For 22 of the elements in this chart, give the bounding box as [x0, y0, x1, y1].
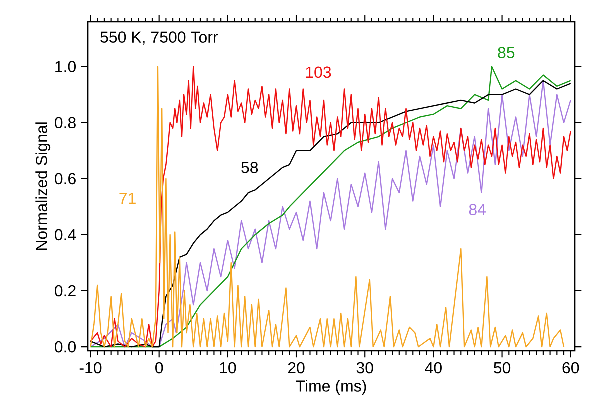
series-label: 58: [242, 162, 258, 174]
y-axis-title: Normalized Signal: [36, 122, 51, 250]
x-tick-label: 30: [356, 362, 374, 374]
y-tick-label: 0.8: [55, 117, 76, 129]
x-tick-label: 60: [562, 362, 580, 374]
x-tick-label: 40: [425, 362, 442, 374]
series-label: 103: [306, 66, 332, 78]
x-tick-label: -10: [80, 362, 102, 374]
series-label: 71: [120, 193, 136, 204]
x-tick-label: 0: [156, 362, 164, 374]
x-tick-label: 50: [494, 362, 511, 374]
x-tick-label: 10: [220, 362, 236, 374]
series-label: 84: [469, 204, 486, 216]
y-tick-label: 0.2: [55, 285, 76, 297]
y-tick-label: 1.0: [56, 61, 76, 72]
y-tick-label: 0.0: [55, 341, 76, 353]
y-tick-label: 0.6: [55, 173, 76, 185]
series-label: 85: [498, 47, 515, 58]
y-tick-label: 0.4: [55, 229, 76, 241]
annotation: 550 K, 7500 Torr: [100, 32, 218, 45]
x-axis-title: Time (ms): [296, 380, 366, 396]
x-tick-label: 20: [288, 362, 305, 374]
